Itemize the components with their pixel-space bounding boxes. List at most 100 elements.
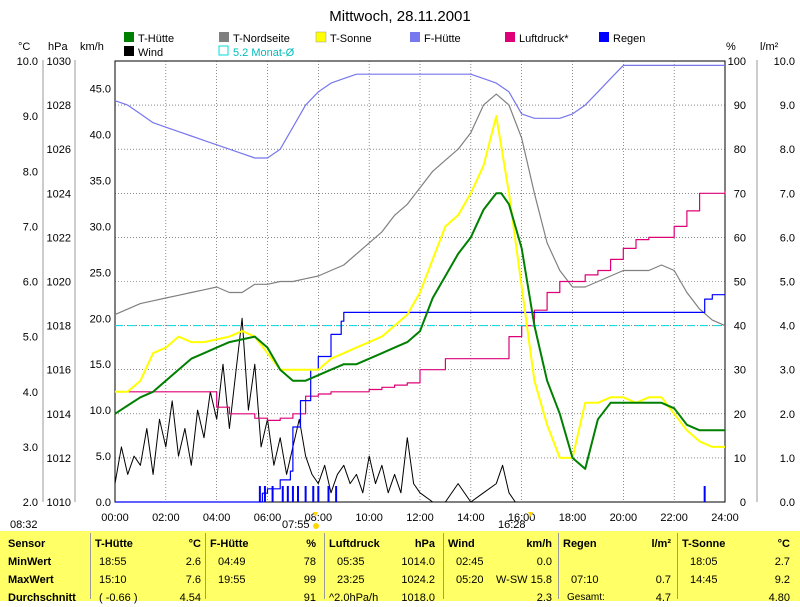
rain-tick-label: 1.0 [780,453,795,465]
temp-tick-label: 5.0 [23,332,38,344]
pressure-tick-label: 1016 [47,365,71,377]
legend-swatch-t-sonne [315,31,327,43]
chart-title: Mittwoch, 28.11.2001 [329,8,470,25]
x-tick-label: 22:00 [660,512,688,524]
legend-swatch-f-huette [410,32,420,42]
stats-header-wind: Wind [448,538,475,550]
stats-th-min-time: 18:55 [99,556,127,568]
sunset-marker-icon [528,512,533,517]
temp-tick-label: 10.0 [17,56,38,68]
stats-th-avg-note: ( -0.66 ) [99,592,138,604]
time-label-left: 08:32 [10,519,38,531]
legend-swatch-wind [124,46,134,56]
legend-label-t-huette: T-Hütte [138,33,174,45]
stats-fh-max-value: 99 [303,574,316,586]
pressure-tick-label: 1020 [47,277,71,289]
stats-label-avg: Durchschnitt [8,592,76,604]
legend-swatch-t-nordseite [219,32,229,42]
x-tick-label: 14:00 [457,512,485,524]
stats-wind-max-value: 15.8 [530,574,552,586]
stats-wind-min-value: 0.0 [536,556,552,568]
pressure-tick-label: 1018 [47,321,71,333]
stats-header-t-huette: T-Hütte [95,538,133,550]
legend-label-monat: 5.2 Monat-Ø [233,47,295,59]
stats-wind-max-time: 05:20 [456,574,484,586]
rain-tick-label: 7.0 [780,188,795,200]
humidity-tick-label: 10 [734,453,746,465]
stats-col-t-huette: T-Hütte °C 18:55 2.6 15:10 7.6 ( -0.66 ) 4.… [95,535,205,604]
stats-col-f-huette: F-Hütte % 04:49 78 19:55 99 91 [210,535,322,604]
rain-tick-label: 0.0 [780,497,795,509]
wind-tick-label: 35.0 [90,175,111,187]
sunrise-time: 07:55 [282,519,310,531]
rain-bar [271,486,274,502]
rain-bar [304,486,307,502]
temp-tick-label: 4.0 [23,387,38,399]
stats-ts-max-value: 9.2 [774,574,790,586]
humidity-tick-label: 20 [734,409,746,421]
rain-tick-label: 10.0 [774,56,795,68]
stats-header-regen: Regen [563,538,597,550]
series-line-f-h-tte [114,64,725,159]
stats-rain-total-value: 4.7 [655,592,671,604]
sunrise-dot-icon [313,523,319,529]
x-tick-label: 10:00 [355,512,383,524]
rain-bar [327,486,330,502]
rain-bar [312,486,315,502]
stats-th-max-value: 7.6 [185,574,201,586]
wind-tick-label: 20.0 [90,313,111,325]
stats-lp-max-time: 23:25 [337,574,365,586]
series-line-t-h-tte [114,192,725,470]
stats-table: Sensor MinWert MaxWert Durchschnitt T-Hü… [0,531,800,604]
stats-separator [205,533,206,599]
x-tick-label: 02:00 [152,512,180,524]
legend-label-t-nordseite: T-Nordseite [233,33,290,45]
series-line-wind [114,317,725,503]
rain-tick-label: 3.0 [780,365,795,377]
unit-label-wind: km/h [80,41,104,53]
pressure-tick-label: 1022 [47,232,71,244]
stats-ts-avg-value: 4.80 [768,592,790,604]
legend: T-Hütte Wind T-Nordseite 5.2 Monat-Ø T-S… [124,31,645,59]
stats-unit-luftdruck: hPa [414,538,435,550]
humidity-tick-label: 0 [740,497,746,509]
stats-col-luftdruck: Luftdruck hPa 05:35 1014.0 23:25 1024.2 ^2… [329,535,441,604]
weather-chart: Mittwoch, 28.11.2001 T-Hütte Wind T-Nord… [17,8,795,529]
unit-label-pressure: hPa [48,41,68,53]
series-line-t-nordseite [114,93,726,327]
rain-bar [297,486,299,502]
stats-col-wind: Wind km/h 02:45 0.0 05:20 W-SW 15.8 2.3 [448,535,556,604]
stats-fh-min-value: 78 [303,556,316,568]
series-line-luftdruck [115,191,726,421]
x-tick-label: 04:00 [203,512,231,524]
stats-separator [443,533,444,599]
stats-label-max: MaxWert [8,574,54,586]
temp-tick-label: 3.0 [23,442,38,454]
rain-bar [291,486,294,502]
stats-unit-t-sonne: °C [777,538,790,550]
stats-col-regen: Regen l/m² 07:10 0.7 Gesamt: 4.7 [563,535,673,604]
pressure-tick-label: 1030 [47,56,71,68]
wind-tick-label: 0.0 [96,497,111,509]
temp-tick-label: 6.0 [23,277,38,289]
rain-tick-label: 6.0 [780,232,795,244]
wind-tick-label: 15.0 [90,359,111,371]
x-tick-label: 12:00 [406,512,434,524]
stats-rain-max-value: 0.7 [655,574,671,586]
stats-lp-max-value: 1024.2 [401,574,435,586]
rain-tick-label: 5.0 [780,277,795,289]
legend-label-f-huette: F-Hütte [424,33,461,45]
wind-tick-label: 45.0 [90,84,111,96]
stats-wind-avg-value: 2.3 [536,592,552,604]
legend-label-wind: Wind [138,47,163,59]
rain-bar [335,486,338,502]
unit-label-rain: l/m² [760,41,779,53]
humidity-tick-label: 70 [734,188,746,200]
stats-separator [558,533,559,599]
stats-label-min: MinWert [8,556,52,568]
stats-header-f-huette: F-Hütte [210,538,249,550]
stats-ts-max-time: 14:45 [690,574,718,586]
pressure-tick-label: 1014 [47,409,71,421]
legend-swatch-monat [218,45,229,56]
series-line-regen [115,294,725,503]
